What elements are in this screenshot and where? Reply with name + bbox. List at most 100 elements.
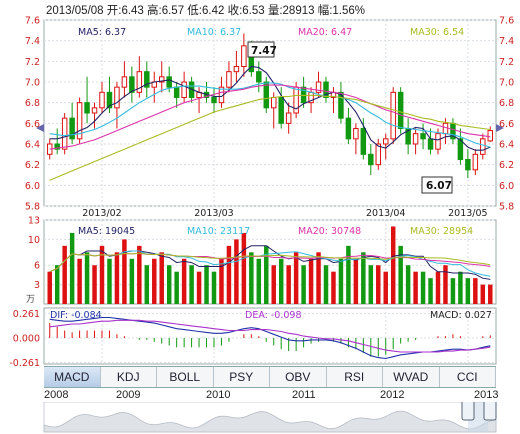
tab-rsi[interactable]: RSI xyxy=(327,367,383,387)
volume-bar xyxy=(383,271,388,304)
price-tick-right: 7.4 xyxy=(499,36,514,47)
price-tick-left: 7.4 xyxy=(25,36,40,47)
candle-body xyxy=(106,91,113,109)
candle-body xyxy=(181,81,187,98)
macd-legend-dif: DIF: -0.084 xyxy=(50,310,102,321)
volume-bar xyxy=(92,265,97,304)
navigator-year-label: 2011 xyxy=(292,389,316,401)
volume-bar xyxy=(174,271,179,304)
price-tick-left: 5.8 xyxy=(25,202,40,213)
volume-bar xyxy=(420,271,426,304)
indicator-tabs: MACD KDJ BOLL PSY OBV RSI WVAD CCI xyxy=(44,366,496,388)
volume-bar xyxy=(181,258,187,304)
macd-dea-line xyxy=(49,319,491,353)
price-tick-right: 6.8 xyxy=(499,98,514,109)
quote-summary: 2013/05/08 开:6.43 高:6.57 低:6.42 收:6.53 量… xyxy=(46,5,366,17)
candle-body xyxy=(69,117,75,140)
candle-body xyxy=(353,128,359,140)
volume-bar xyxy=(428,278,433,304)
macd-tick-label: -0.261 xyxy=(9,358,40,366)
price-panel-frame xyxy=(43,19,497,207)
candle-body xyxy=(472,153,479,171)
candle-body xyxy=(114,86,120,109)
volume-legend-ma10: MA10: 23117 xyxy=(187,226,250,237)
volume-bar xyxy=(353,258,359,304)
price-tick-left: 6.8 xyxy=(25,98,40,109)
candle-body xyxy=(412,133,419,145)
price-ma5-line xyxy=(49,65,491,151)
tab-obv[interactable]: OBV xyxy=(270,367,327,387)
tab-macd[interactable]: MACD xyxy=(44,367,101,387)
volume-bar xyxy=(435,271,441,304)
volume-bar xyxy=(413,271,418,304)
price-ma30-line xyxy=(49,94,491,181)
tab-kdj[interactable]: KDJ xyxy=(101,367,157,387)
candle-body xyxy=(158,76,165,83)
candle-body xyxy=(129,76,135,93)
volume-bar xyxy=(473,278,478,304)
candle-body xyxy=(435,133,441,150)
candle-body xyxy=(226,71,232,88)
candle-body xyxy=(233,66,240,73)
volume-bar xyxy=(129,258,135,304)
tab-boll[interactable]: BOLL xyxy=(157,367,214,387)
navigator-year-label: 2013 xyxy=(474,389,499,401)
candle-body xyxy=(91,107,98,114)
volume-bar xyxy=(488,284,493,304)
price-tick-left: 6.6 xyxy=(25,119,40,130)
volume-bar xyxy=(196,271,202,304)
range-navigator[interactable] xyxy=(0,402,520,434)
macd-legend-dea: DEA: -0.098 xyxy=(245,310,302,321)
candle-body xyxy=(465,159,471,171)
volume-bar xyxy=(256,258,262,304)
candle-body xyxy=(270,97,277,109)
volume-bar xyxy=(114,252,120,304)
volume-bar xyxy=(99,245,105,304)
volume-tick-label: 10 xyxy=(28,235,40,246)
volume-panel-frame xyxy=(43,219,497,305)
price-tick-left: 6.4 xyxy=(25,140,40,151)
volume-bar xyxy=(390,226,396,304)
price-tick-left: 6.2 xyxy=(25,160,40,171)
stock-chart[interactable]: 7.6 7.6 7.4 7.4 7.2 7.2 7.0 7.0 6.8 6.8 6.6 6.6 6.4 6… xyxy=(0,0,520,367)
navigator-handle-left[interactable] xyxy=(461,402,475,421)
volume-bar xyxy=(137,245,142,304)
price-tick-right: 6.0 xyxy=(499,181,514,192)
volume-bar xyxy=(361,252,366,304)
volume-bar xyxy=(249,252,254,304)
navigator-year-label: 2009 xyxy=(116,389,141,401)
price-ma20-line xyxy=(49,84,491,150)
volume-bar xyxy=(152,258,157,304)
candle-body xyxy=(76,102,83,140)
candle-body xyxy=(54,143,60,150)
tab-cci[interactable]: CCI xyxy=(440,367,496,387)
volume-bar xyxy=(69,232,75,304)
price-tick-right: 7.0 xyxy=(499,78,514,89)
candle-body xyxy=(360,128,367,155)
volume-legend-ma30: MA30: 28954 xyxy=(410,226,473,237)
candle-body xyxy=(420,133,426,140)
volume-bar xyxy=(166,265,172,304)
candle-body xyxy=(256,71,262,83)
date-tick-label: 2013/05 xyxy=(448,208,487,219)
candle-body xyxy=(315,81,322,93)
price-tick-right: 7.6 xyxy=(499,16,514,27)
volume-bar xyxy=(144,265,150,304)
tab-psy[interactable]: PSY xyxy=(214,367,270,387)
price-legend-ma30: MA30: 6.54 xyxy=(410,27,464,38)
volume-tick-label: 6 xyxy=(34,261,40,272)
volume-ma30-line xyxy=(49,252,491,273)
candle-body xyxy=(397,91,404,130)
navigator-handle-right[interactable] xyxy=(483,402,497,421)
low-callout-label: 6.07 xyxy=(426,180,452,192)
candle-body xyxy=(390,91,396,140)
volume-bar xyxy=(376,265,381,304)
navigator-history-area xyxy=(43,410,497,433)
tab-wvad[interactable]: WVAD xyxy=(383,367,440,387)
volume-bar xyxy=(159,252,164,304)
candle-body xyxy=(345,117,352,140)
candle-body xyxy=(144,71,150,88)
volume-bar xyxy=(234,239,239,304)
volume-bar xyxy=(368,265,374,304)
high-callout-label: 7.47 xyxy=(251,45,277,57)
